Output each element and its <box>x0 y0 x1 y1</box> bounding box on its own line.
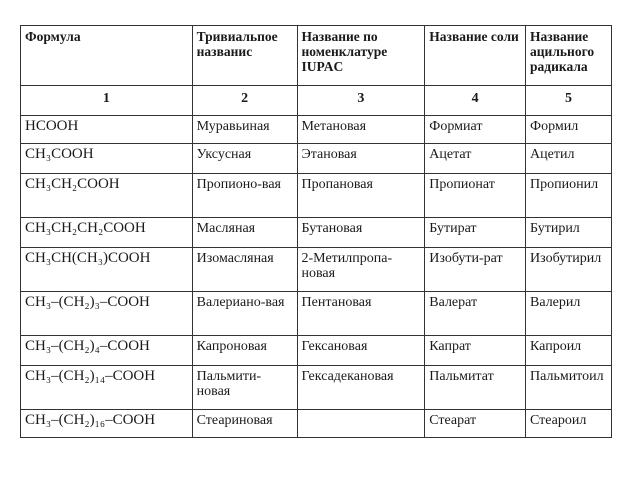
trivial-name-cell: Изомасляная <box>191 247 298 292</box>
iupac-name-cell: Метановая <box>296 115 426 144</box>
iupac-name-cell: Гексадекановая <box>296 365 426 410</box>
salt-name-cell: Пропионат <box>424 173 527 218</box>
fatty-acids-table: Формула Тривиальпое названис Название по… <box>20 25 612 438</box>
formula-cell: CH₃COOH <box>20 143 193 174</box>
column-number: 5 <box>525 85 612 116</box>
header-salt-name: Название соли <box>424 25 527 86</box>
trivial-name-cell: Масляная <box>191 217 298 248</box>
salt-name-cell: Ацетат <box>424 143 527 174</box>
table-row: CH₃–(CH₂)₁₆–COOH Стеариновая Стеарат Стеаро… <box>20 409 612 438</box>
table-row: HCOOH Муравьиная Метановая Формиат Формил <box>20 115 612 144</box>
acyl-name-cell: Пальмитоил <box>525 365 612 410</box>
iupac-name-cell: Бутановая <box>296 217 426 248</box>
trivial-name-cell: Капроновая <box>191 335 298 366</box>
header-row: Формула Тривиальпое названис Название по… <box>20 25 612 86</box>
column-number: 2 <box>191 85 298 116</box>
salt-name-cell: Капрат <box>424 335 527 366</box>
table-row: CH₃–(CH₂)₁₄–COOH Пальмити-новая Гексадекан… <box>20 365 612 410</box>
salt-name-cell: Валерат <box>424 291 527 336</box>
acyl-name-cell: Бутирил <box>525 217 612 248</box>
trivial-name-cell: Валериано-вая <box>191 291 298 336</box>
header-trivial-name: Тривиальпое названис <box>191 25 298 86</box>
header-formula: Формула <box>20 25 193 86</box>
trivial-name-cell: Муравьиная <box>191 115 298 144</box>
header-iupac-name: Название по номенклатуре IUPAC <box>296 25 426 86</box>
salt-name-cell: Бутират <box>424 217 527 248</box>
iupac-name-cell: Гексановая <box>296 335 426 366</box>
column-number-row: 1 2 3 4 5 <box>20 85 612 116</box>
formula-cell: CH₃–(CH₂)₁₆–COOH <box>20 409 193 438</box>
salt-name-cell: Стеарат <box>424 409 527 438</box>
table-row: CH₃COOH Уксусная Этановая Ацетат Ацетил <box>20 143 612 174</box>
salt-name-cell: Пальмитат <box>424 365 527 410</box>
formula-cell: CH₃CH(CH₃)COOH <box>20 247 193 292</box>
table-row: CH₃–(CH₂)₃–COOH Валериано-вая Пентановая Ва… <box>20 291 612 336</box>
trivial-name-cell: Пропионо-вая <box>191 173 298 218</box>
table-row: CH₃CH(CH₃)COOH Изомасляная 2-Метилпропа-но… <box>20 247 612 292</box>
acyl-name-cell: Капроил <box>525 335 612 366</box>
column-number: 1 <box>20 85 193 116</box>
trivial-name-cell: Пальмити-новая <box>191 365 298 410</box>
iupac-name-cell <box>296 409 426 438</box>
header-acyl-name: Название ацильного радикала <box>525 25 612 86</box>
table-row: CH₃CH₂COOH Пропионо-вая Пропановая Пропиона… <box>20 173 612 218</box>
column-number: 3 <box>296 85 426 116</box>
salt-name-cell: Изобути-рат <box>424 247 527 292</box>
iupac-name-cell: 2-Метилпропа-новая <box>296 247 426 292</box>
iupac-name-cell: Пропановая <box>296 173 426 218</box>
trivial-name-cell: Стеариновая <box>191 409 298 438</box>
salt-name-cell: Формиат <box>424 115 527 144</box>
table-row: CH₃–(CH₂)₄–COOH Капроновая Гексановая Капра… <box>20 335 612 366</box>
formula-cell: CH₃–(CH₂)₃–COOH <box>20 291 193 336</box>
acyl-name-cell: Изобутирил <box>525 247 612 292</box>
acyl-name-cell: Валерил <box>525 291 612 336</box>
acyl-name-cell: Стеароил <box>525 409 612 438</box>
column-number: 4 <box>424 85 527 116</box>
formula-cell: CH₃CH₂COOH <box>20 173 193 218</box>
trivial-name-cell: Уксусная <box>191 143 298 174</box>
formula-cell: CH₃–(CH₂)₄–COOH <box>20 335 193 366</box>
table-row: CH₃CH₂CH₂COOH Масляная Бутановая Бутират Бут… <box>20 217 612 248</box>
formula-cell: CH₃–(CH₂)₁₄–COOH <box>20 365 193 410</box>
formula-cell: HCOOH <box>20 115 193 144</box>
iupac-name-cell: Пентановая <box>296 291 426 336</box>
formula-cell: CH₃CH₂CH₂COOH <box>20 217 193 248</box>
iupac-name-cell: Этановая <box>296 143 426 174</box>
acyl-name-cell: Ацетил <box>525 143 612 174</box>
acyl-name-cell: Формил <box>525 115 612 144</box>
acyl-name-cell: Пропионил <box>525 173 612 218</box>
